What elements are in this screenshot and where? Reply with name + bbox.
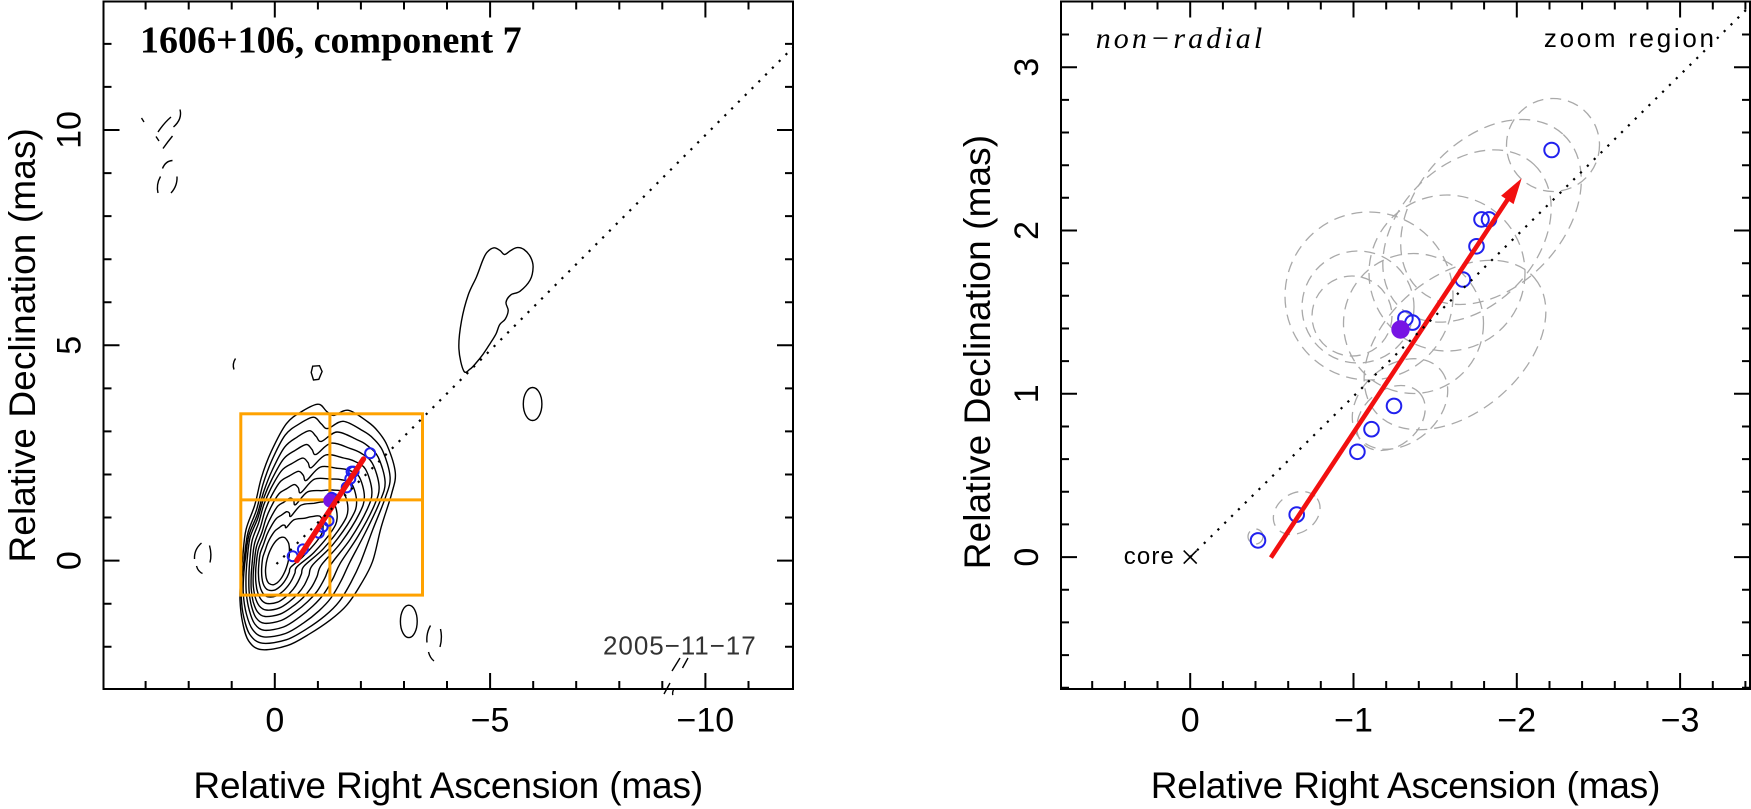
svg-text:2005−11−17: 2005−11−17 [603, 630, 757, 660]
svg-text:Relative Right Ascension (mas): Relative Right Ascension (mas) [193, 765, 703, 806]
svg-text:0: 0 [1008, 548, 1046, 567]
svg-text:Relative Declination (mas): Relative Declination (mas) [2, 128, 43, 562]
svg-text:10: 10 [51, 111, 89, 149]
svg-text:−1: −1 [1334, 702, 1373, 740]
svg-text:5: 5 [51, 336, 89, 355]
svg-text:non−radial: non−radial [1096, 22, 1266, 55]
svg-text:−3: −3 [1661, 702, 1700, 740]
svg-text:zoom region: zoom region [1544, 23, 1717, 53]
svg-text:0: 0 [51, 551, 89, 570]
svg-text:2: 2 [1008, 221, 1046, 240]
svg-text:Relative Right Ascension (mas): Relative Right Ascension (mas) [1151, 765, 1661, 806]
svg-text:Relative Declination (mas): Relative Declination (mas) [957, 135, 998, 569]
svg-text:−10: −10 [677, 702, 735, 740]
svg-text:core: core [1124, 543, 1175, 570]
svg-text:0: 0 [265, 702, 284, 740]
svg-text:−2: −2 [1497, 702, 1536, 740]
svg-text:0: 0 [1181, 702, 1200, 740]
svg-text:3: 3 [1008, 58, 1046, 77]
svg-text:−5: −5 [471, 702, 510, 740]
svg-text:1: 1 [1008, 384, 1046, 403]
svg-text:1606+106, component 7: 1606+106, component 7 [140, 20, 522, 62]
